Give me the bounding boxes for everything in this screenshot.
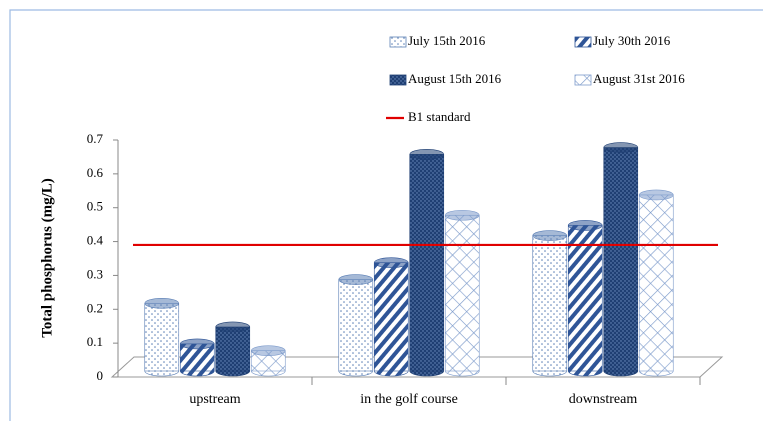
y-tick-label: 0.4 (87, 233, 104, 248)
legend-label: July 15th 2016 (408, 33, 486, 48)
x-tick-label: upstream (189, 392, 240, 407)
bar (373, 262, 409, 372)
cylinder-top (179, 338, 215, 350)
y-axis-label: Total phosphorus (mg/L) (39, 178, 55, 338)
y-tick-label: 0.3 (87, 266, 103, 281)
x-tick-label: downstream (569, 392, 638, 407)
y-tick-label: 0.6 (87, 165, 104, 180)
bar (338, 279, 374, 372)
cylinder-top (338, 274, 374, 285)
cylinder-top (532, 230, 568, 241)
legend-label: July 30th 2016 (593, 33, 671, 48)
legend-label: August 15th 2016 (408, 71, 502, 86)
cylinder-top (373, 257, 409, 268)
bar (567, 225, 603, 372)
cylinder-top (567, 220, 603, 231)
cylinder-top (144, 297, 180, 309)
frame (9, 9, 763, 421)
bar (532, 235, 568, 372)
legend-swatch (574, 74, 592, 86)
cylinder-top (603, 142, 639, 153)
y-tick-label: 0 (97, 368, 104, 383)
cylinder-top (215, 321, 251, 333)
bar (144, 302, 180, 372)
bar (215, 326, 251, 372)
cylinder-top (444, 209, 480, 221)
y-tick-label: 0.5 (87, 199, 103, 214)
bar (603, 147, 639, 372)
legend-swatch (574, 36, 592, 48)
legend-label: August 31st 2016 (593, 71, 685, 86)
bar (638, 194, 674, 372)
y-tick-label: 0.2 (87, 300, 103, 315)
cylinder-top (250, 345, 286, 356)
y-tick-label: 0.7 (87, 131, 104, 146)
bar (444, 214, 480, 372)
y-tick-label: 0.1 (87, 334, 103, 349)
cylinder-top (409, 149, 445, 160)
legend-swatch (389, 74, 407, 86)
legend-swatch (389, 36, 407, 48)
bar (409, 154, 445, 372)
legend-label: B1 standard (408, 109, 471, 124)
cylinder-top (638, 189, 674, 201)
x-tick-label: in the golf course (360, 392, 458, 407)
